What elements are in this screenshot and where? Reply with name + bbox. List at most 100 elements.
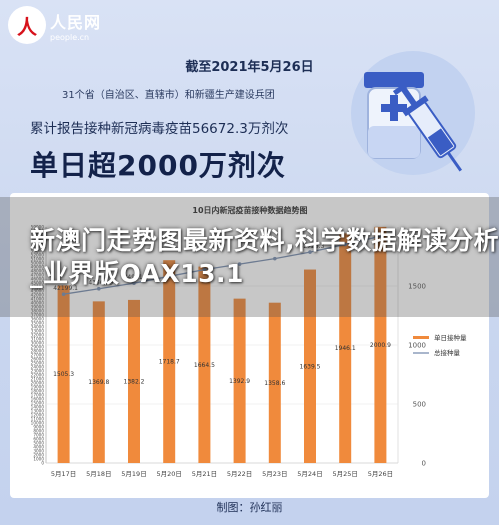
- y-left-tick-label: 47000: [31, 273, 45, 278]
- y-left-tick-label: 59000: [31, 225, 45, 230]
- x-tick-label: 5月18日: [86, 470, 111, 478]
- bar: [128, 299, 140, 463]
- y-left-tick-label: 17000: [31, 393, 45, 398]
- bar: [268, 302, 281, 463]
- y-left-tick-label: 34000: [31, 325, 45, 330]
- y-left-tick-label: 30000: [31, 341, 45, 346]
- y-left-tick-label: 20000: [31, 381, 45, 386]
- y-left-tick-label: 31000: [31, 337, 45, 342]
- y-left-tick-label: 27000: [31, 353, 45, 358]
- bar-value-label: 1718.7: [159, 359, 180, 366]
- y-left-tick-label: 16000: [31, 397, 45, 402]
- y-left-tick-label: 43000: [31, 289, 45, 294]
- y-left-tick-label: 50000: [31, 261, 45, 266]
- x-tick-label: 5月22日: [227, 470, 252, 478]
- y-left-tick-label: 37000: [31, 313, 45, 318]
- bar-value-label: 1358.6: [264, 380, 285, 387]
- overlay-caption: 新澳门走势图最新资料,科学数据解读分析_业界版OAX13.1: [30, 226, 499, 288]
- bar: [374, 226, 387, 463]
- y-left-tick-label: 36000: [31, 317, 45, 322]
- legend-bar-label: 单日接种量: [434, 333, 467, 342]
- y-left-tick-label: 0: [41, 461, 44, 466]
- y-left-tick-label: 32000: [31, 333, 45, 338]
- y-left-tick-label: 40000: [31, 301, 45, 306]
- y-left-tick-label: 14000: [31, 405, 45, 410]
- y-left-tick-label: 48000: [31, 269, 45, 274]
- bar-value-label: 1369.8: [88, 379, 109, 386]
- chart-panel: 10日内新冠疫苗接种数据趋势图 0 1000 2000 3000 4000 5000 6000…: [10, 193, 489, 498]
- y-left-tick-label: 25000: [31, 361, 45, 366]
- y-left-tick-label: 58000: [31, 229, 45, 234]
- y-left-tick-label: 11000: [31, 417, 45, 422]
- bar-value-label: 1392.9: [229, 378, 250, 385]
- y-left-tick-label: 35000: [31, 321, 45, 326]
- y-left-tick-label: 53000: [31, 249, 45, 254]
- bar: [57, 285, 70, 463]
- y-left-tick-label: 1000: [33, 457, 44, 462]
- y-left-tick-label: 28000: [31, 349, 45, 354]
- line-point: [378, 234, 383, 239]
- x-tick-label: 5月17日: [51, 470, 76, 478]
- y-left-tick-label: 57000: [31, 233, 45, 238]
- line-value-label: 44951.1: [124, 274, 149, 281]
- y-left-tick-label: 42000: [31, 293, 45, 298]
- bar: [339, 233, 352, 463]
- bar-value-label: 1664.5: [194, 362, 215, 369]
- y-left-tick-label: 8000: [33, 429, 44, 434]
- brand-emblem-icon: 人: [10, 8, 44, 42]
- y-left-tick-label: 24000: [31, 365, 45, 370]
- brand-logo[interactable]: 人 人民网 people.cn: [10, 8, 101, 42]
- chart-credit: 制图：孙红丽: [216, 501, 283, 514]
- line-point: [61, 292, 66, 297]
- line-point: [132, 281, 136, 285]
- line-point: [343, 242, 348, 247]
- y-left-tick-label: 22000: [31, 373, 45, 378]
- y-left-tick-label: 56000: [31, 237, 45, 242]
- y-left-tick-label: 12000: [31, 413, 45, 418]
- line-point: [167, 274, 171, 279]
- headline: 单日超2000万剂次: [30, 149, 286, 182]
- line-point: [273, 256, 277, 261]
- x-tick-label: 5月19日: [121, 470, 146, 478]
- bar: [233, 298, 246, 463]
- y-left-tick-label: 10000: [31, 421, 45, 426]
- brand-name: 人民网: [50, 12, 102, 32]
- y-right-tick-label: 0: [422, 460, 426, 468]
- y-right-tick-label: 1500: [408, 283, 426, 291]
- bar-value-label: 2000.9: [370, 342, 391, 349]
- y-left-tick-label: 46000: [31, 277, 45, 282]
- y-left-tick-label: 54000: [31, 245, 45, 250]
- y-left-tick-label: 6000: [33, 437, 44, 442]
- y-left-tick-label: 55000: [31, 241, 45, 246]
- x-tick-label: 5月25日: [332, 470, 357, 478]
- y-left-tick-label: 5000: [33, 441, 44, 446]
- y-left-tick-label: 4000: [33, 445, 44, 450]
- total-line: 累计报告接种新冠病毒疫苗56672.3万剂次: [30, 121, 289, 137]
- line-point: [308, 250, 312, 254]
- bar-value-label: 1505.3: [53, 371, 74, 378]
- x-tick-label: 5月23日: [262, 470, 287, 478]
- y-left-tick-label: 21000: [31, 377, 45, 382]
- y-left-tick-label: 7000: [33, 433, 44, 438]
- bar: [163, 260, 176, 463]
- x-tick-label: 5月26日: [368, 470, 393, 478]
- y-left-tick-label: 2000: [33, 453, 44, 458]
- total-line: [63, 235, 381, 295]
- date-line: 截至2021年5月26日: [185, 60, 314, 75]
- y-left-tick-label: 33000: [31, 329, 45, 334]
- y-right-tick-label: 500: [413, 401, 426, 409]
- y-left-tick-label: 23000: [31, 369, 45, 374]
- y-left-tick-label: 19000: [31, 385, 45, 390]
- y-right-tick-label: 1000: [408, 342, 426, 350]
- chart-title: 10日内新冠疫苗接种数据趋势图: [192, 205, 307, 215]
- bar-value-label: 1639.5: [300, 363, 321, 370]
- y-left-tick-label: 51000: [31, 257, 45, 262]
- y-left-tick-label: 39000: [31, 305, 45, 310]
- legend-bar-swatch: [413, 336, 429, 339]
- y-left-tick-label: 9000: [33, 425, 44, 430]
- x-tick-label: 5月24日: [297, 470, 322, 478]
- region-line: 31个省（自治区、直辖市）和新疆生产建设兵团: [62, 90, 275, 101]
- bar: [198, 266, 211, 463]
- y-left-tick-label: 29000: [31, 345, 45, 350]
